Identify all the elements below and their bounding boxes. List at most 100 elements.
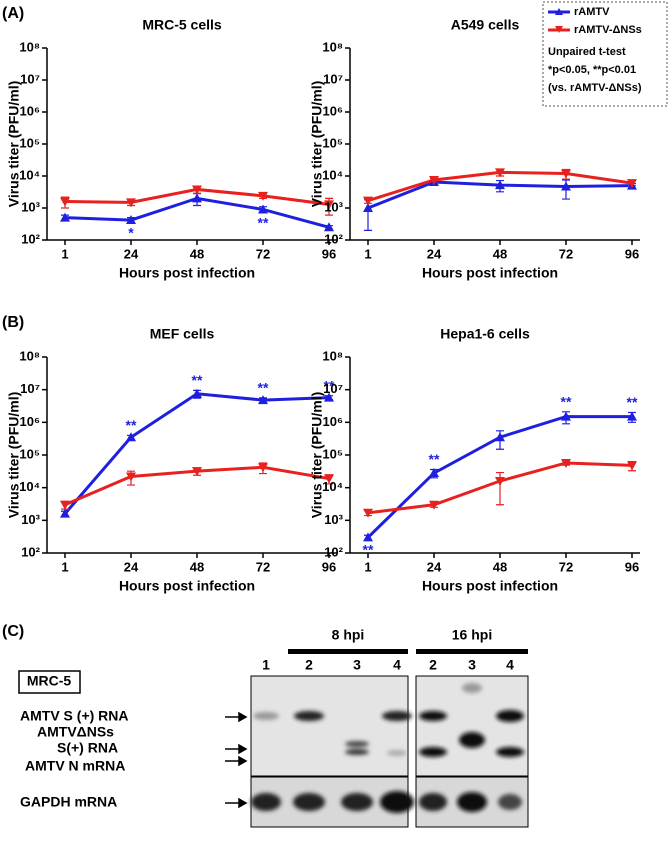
x-tick-label: 96: [625, 246, 639, 261]
marker: [60, 508, 70, 518]
chart-title: MRC-5 cells: [142, 17, 222, 33]
panel-label: (C): [2, 623, 24, 640]
marker: [363, 532, 373, 542]
marker: [561, 458, 571, 468]
x-tick-label: 72: [559, 246, 573, 261]
legend: rAMTV rAMTV-ΔNSs Unpaired t-test *p<0.05…: [542, 1, 668, 107]
marker: [627, 179, 637, 189]
x-tick-label: 48: [190, 559, 204, 574]
x-tick-label: 48: [190, 246, 204, 261]
y-tick-label: 10⁷: [20, 71, 40, 86]
lane-label: 3: [353, 657, 361, 673]
x-tick-label: 96: [322, 559, 336, 574]
y-tick-label: 10⁵: [322, 446, 343, 461]
marker: [126, 215, 136, 225]
y-tick-label: 10⁵: [19, 135, 40, 150]
x-tick-label: 24: [124, 246, 139, 261]
y-axis-label: Virus titer (PFU/ml): [309, 392, 325, 519]
marker: [324, 392, 334, 402]
lane-label: 2: [305, 657, 313, 673]
chart-title: MEF cells: [150, 326, 215, 342]
y-axis-label: Virus titer (PFU/ml): [6, 81, 22, 208]
y-tick-label: 10⁶: [20, 103, 40, 118]
significance-label: **: [324, 377, 335, 393]
marker: [429, 500, 439, 510]
blot-panel: MRC-5 8 hpi 16 hpi 1 2 3 4 2 3 4 AMTV S …: [18, 627, 529, 828]
legend-note: Unpaired t-test: [548, 46, 626, 58]
marker: [495, 476, 505, 486]
x-axis-label: Hours post infection: [422, 265, 558, 281]
time-bar: [416, 649, 528, 654]
marker: [627, 461, 637, 471]
marker: [495, 432, 505, 442]
row-label: S(+) RNA: [57, 740, 118, 756]
y-tick-label: 10²: [21, 231, 40, 246]
lane-label: 2: [429, 657, 437, 673]
x-tick-label: 1: [364, 246, 371, 261]
x-tick-label: 24: [427, 559, 442, 574]
legend-label: rAMTV-ΔNSs: [574, 24, 642, 36]
marker: [258, 204, 268, 214]
legend-note: *p<0.05, **p<0.01: [548, 64, 636, 76]
significance-label: **: [627, 394, 638, 410]
y-tick-label: 10⁴: [322, 167, 343, 182]
y-tick-label: 10³: [324, 512, 343, 527]
x-axis-label: Hours post infection: [119, 265, 255, 281]
y-tick-label: 10⁴: [322, 479, 343, 494]
y-tick-label: 10⁶: [323, 414, 343, 429]
significance-label: *: [128, 225, 134, 241]
time-bar: [288, 649, 408, 654]
marker: [561, 411, 571, 421]
y-tick-label: 10⁷: [323, 71, 343, 86]
x-tick-label: 96: [322, 246, 336, 261]
marker: [258, 463, 268, 473]
marker: [192, 185, 202, 195]
y-tick-label: 10⁷: [323, 381, 343, 396]
lane-label: 3: [468, 657, 476, 673]
marker: [627, 411, 637, 421]
row-label: GAPDH mRNA: [20, 794, 117, 810]
row-label: AMTV S (+) RNA: [20, 708, 129, 724]
x-tick-label: 72: [559, 559, 573, 574]
marker: [258, 191, 268, 201]
x-tick-label: 1: [364, 559, 371, 574]
cell-line-box: [18, 670, 81, 694]
y-tick-label: 10⁸: [322, 39, 343, 54]
marker: [60, 197, 70, 207]
legend-marker: [555, 26, 563, 33]
cell-line-label: MRC-5: [27, 673, 72, 689]
series: [61, 389, 333, 518]
y-tick-label: 10⁵: [19, 446, 40, 461]
chart-title: Hepa1-6 cells: [440, 326, 530, 342]
significance-label: **: [429, 451, 440, 467]
series: [364, 460, 636, 517]
y-tick-label: 10⁸: [322, 348, 343, 363]
blot-image: [250, 675, 409, 777]
y-tick-label: 10⁵: [322, 135, 343, 150]
x-tick-label: 72: [256, 246, 270, 261]
marker: [192, 193, 202, 203]
lane-label: 4: [506, 657, 514, 673]
significance-label: **: [258, 215, 269, 231]
significance-label: **: [561, 394, 572, 410]
marker: [126, 198, 136, 208]
marker: [363, 196, 373, 206]
marker: [495, 180, 505, 190]
marker: [495, 168, 505, 178]
y-tick-label: 10³: [324, 199, 343, 214]
marker: [429, 175, 439, 185]
marker: [192, 467, 202, 477]
y-axis-label: Virus titer (PFU/ml): [309, 81, 325, 208]
legend-label: rAMTV: [574, 6, 610, 18]
arrows: [225, 711, 248, 809]
y-tick-label: 10⁸: [19, 348, 40, 363]
marker: [363, 203, 373, 212]
marker: [258, 395, 268, 405]
series-line: [63, 392, 330, 515]
y-tick-label: 10⁸: [19, 39, 40, 54]
legend-box: [542, 1, 668, 107]
y-axis-label: Virus titer (PFU/ml): [6, 392, 22, 519]
y-tick-label: 10²: [324, 231, 343, 246]
y-tick-label: 10³: [21, 512, 40, 527]
marker: [60, 500, 70, 510]
